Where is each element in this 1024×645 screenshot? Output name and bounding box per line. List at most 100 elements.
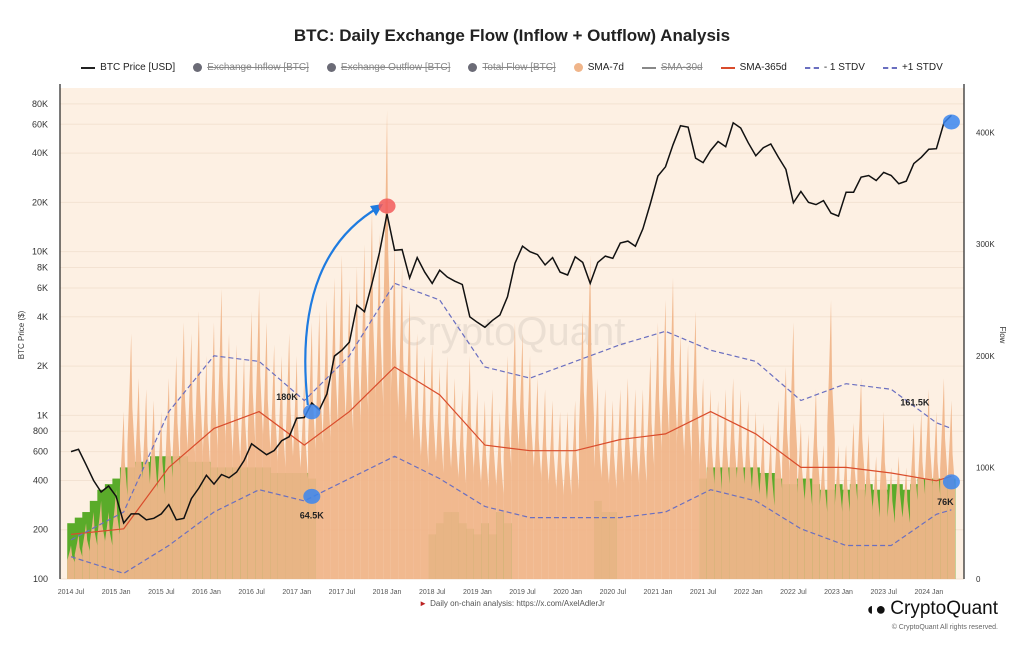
sma-7d-bar — [533, 378, 542, 579]
y-right-tick-label: 300K — [976, 240, 995, 249]
x-tick-label: 2021 Jan — [644, 589, 673, 596]
sma-7d-bar — [609, 400, 617, 579]
legend-item-sma-30d[interactable]: SMA-30d — [641, 62, 703, 73]
sma-7d-bar — [360, 244, 369, 579]
sma-7d-bar — [887, 467, 895, 579]
y-right-tick-label: 200K — [976, 352, 995, 361]
sma-7d-bar — [496, 411, 504, 579]
sma-7d-bar — [458, 389, 467, 579]
sma-7d-bar — [292, 355, 301, 579]
x-tick-label: 2019 Jul — [509, 589, 536, 596]
sma-7d-bar — [240, 355, 248, 579]
legend-swatch-icon — [720, 66, 735, 69]
sma-7d-bar — [255, 288, 263, 579]
legend-swatch-icon — [193, 63, 203, 72]
legend-label: SMA-365d — [739, 62, 787, 73]
y-right-tick-label: 400K — [976, 129, 995, 138]
x-tick-label: 2020 Jan — [553, 589, 582, 596]
sma-7d-bar — [74, 534, 83, 579]
sma-7d-bar — [729, 378, 737, 579]
sma-7d-bar — [902, 467, 911, 579]
sma-7d-bar — [420, 355, 429, 579]
legend-item-sma-365d[interactable]: SMA-365d — [720, 62, 787, 73]
y-left-tick-label: 100 — [33, 574, 48, 584]
legend-swatch-icon — [573, 63, 583, 72]
sma-7d-bar — [827, 300, 835, 579]
plus-1-stdv-line — [70, 282, 952, 541]
sma-7d-bar — [556, 411, 564, 579]
sma-7d-bar — [435, 366, 444, 579]
sma-7d-bar — [894, 456, 903, 579]
sma-7d-bar — [571, 400, 579, 579]
sma-7d-bar — [842, 445, 850, 579]
sma-7d-bar — [669, 277, 677, 579]
sma-7d-bar — [646, 355, 655, 579]
sma-7d-bar — [157, 411, 166, 579]
sma-7d-bar — [112, 489, 120, 579]
footer-note[interactable]: ► Daily on-chain analysis: https://x.com/… — [0, 599, 1024, 608]
footer-note-text: Daily on-chain analysis: https://x.com/A… — [430, 599, 605, 608]
sma-7d-bar — [165, 378, 173, 579]
y-left-tick-label: 8K — [37, 263, 48, 273]
brand-name: CryptoQuant — [890, 598, 998, 619]
legend-item-btc-price-usd[interactable]: BTC Price [USD] — [81, 62, 175, 73]
sma-7d-bar — [330, 277, 339, 579]
legend-item-exchange-outflow-btc[interactable]: Exchange Outflow [BTC] — [326, 62, 450, 73]
sma-7d-bar — [375, 233, 384, 579]
sma-7d-bar — [752, 411, 760, 579]
sma-7d-bar — [232, 344, 241, 579]
minus-1-stdv-line — [70, 455, 952, 575]
sma-7d-bar — [879, 411, 888, 579]
sma-7d-bar — [383, 110, 391, 580]
sma-7d-bar — [172, 355, 181, 579]
legend-label: Total Flow [BTC] — [482, 62, 556, 73]
x-tick-label: 2016 Jul — [238, 589, 265, 596]
legend-item-1-stdv[interactable]: +1 STDV — [882, 62, 943, 73]
annotation-marker-blue — [942, 474, 960, 490]
sma-7d-bar — [466, 355, 474, 579]
sma-365d-line — [70, 366, 952, 535]
sma-7d-bar — [195, 311, 203, 579]
sma-7d-bar — [925, 389, 933, 579]
annotation-label: 76K — [937, 497, 954, 507]
legend-item-sma-7d[interactable]: SMA-7d — [573, 62, 624, 73]
legend-item-total-flow-btc[interactable]: Total Flow [BTC] — [468, 62, 556, 73]
sma-7d-bar — [277, 355, 286, 579]
sma-7d-bar — [767, 433, 775, 579]
sma-7d-bar — [601, 389, 610, 579]
x-tick-label: 2024 Jan — [914, 589, 943, 596]
y-left-tick-label: 80K — [32, 99, 48, 109]
sma-7d-bar — [526, 355, 534, 579]
sma-7d-bar — [270, 344, 278, 579]
sma-7d-bar — [699, 378, 707, 579]
sma-7d-bar — [774, 400, 783, 579]
y-right-axis-title: Flow — [998, 327, 1007, 344]
sma-7d-bar — [315, 311, 324, 579]
sma-7d-bar — [413, 333, 421, 579]
y-left-tick-label: 1K — [37, 410, 48, 420]
sma-7d-bar — [217, 288, 226, 579]
legend-item-1-stdv[interactable]: - 1 STDV — [804, 62, 865, 73]
legend: BTC Price [USD] Exchange Inflow [BTC] Exch… — [0, 62, 1024, 73]
sma-7d-bar — [187, 333, 196, 579]
sma-7d-bar — [518, 333, 527, 579]
sma-7d-bar — [947, 400, 956, 579]
y-left-tick-label: 20K — [32, 197, 48, 207]
sma-7d-bar — [578, 311, 587, 579]
legend-swatch-icon — [81, 66, 96, 69]
legend-item-exchange-inflow-btc[interactable]: Exchange Inflow [BTC] — [193, 62, 309, 73]
sma-7d-bar — [89, 512, 98, 579]
sma-7d-bar — [345, 288, 354, 579]
sma-7d-bar — [616, 389, 625, 579]
sma-7d-bar — [443, 355, 452, 579]
legend-label: - 1 STDV — [823, 62, 865, 73]
sma-7d-bar — [849, 422, 858, 579]
legend-swatch-icon — [468, 63, 478, 72]
sma-7d-bar — [691, 311, 700, 579]
sma-7d-bar — [142, 389, 151, 579]
x-tick-label: 2022 Jul — [780, 589, 807, 596]
sma-7d-bar — [857, 378, 865, 579]
legend-label: SMA-7d — [587, 62, 624, 73]
x-tick-label: 2015 Jan — [102, 589, 131, 596]
